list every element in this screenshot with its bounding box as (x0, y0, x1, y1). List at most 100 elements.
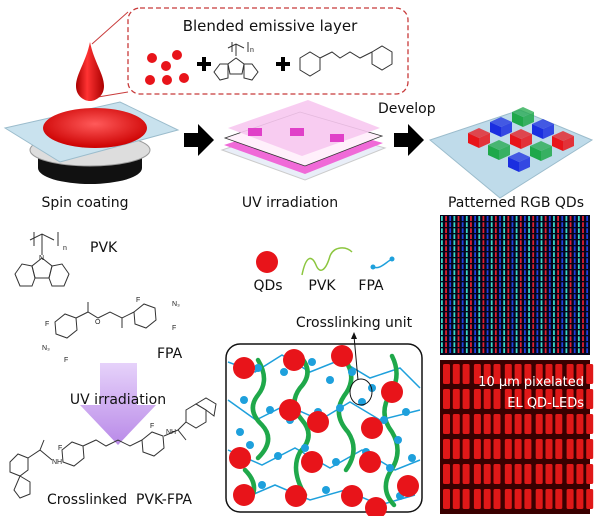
el-pixel (586, 439, 594, 459)
qd-particle (359, 451, 381, 473)
el-pixel (462, 389, 470, 409)
el-pixel (443, 439, 450, 459)
legend-qds: QDs (253, 278, 282, 294)
fpa-node (240, 396, 248, 404)
el-pixel (473, 389, 481, 409)
crosslinking-unit-label: Crosslinking unit (296, 315, 413, 331)
atom-label: n (250, 47, 254, 54)
fpa-legend-marker (372, 258, 393, 269)
el-pixel (535, 464, 543, 484)
atom-label: F (172, 325, 176, 332)
rgb-patterned-substrate (428, 107, 594, 199)
subpixel-stripe (532, 216, 535, 354)
el-pixel (524, 464, 532, 484)
subpixel-stripe (565, 216, 568, 354)
el-pixel (493, 489, 501, 509)
legend-fpa: FPA (358, 278, 384, 294)
subpixel-stripe (478, 216, 481, 354)
subpixel-stripe (457, 216, 460, 354)
qd-pixel (468, 128, 490, 148)
qd-particle (331, 345, 353, 367)
fpa-node (254, 364, 262, 372)
el-pixel (443, 489, 450, 509)
atom-label: O (95, 319, 101, 326)
el-pixel (452, 389, 460, 409)
subpixel-stripe (453, 216, 456, 354)
el-pixel (462, 439, 470, 459)
subpixel-stripe (511, 216, 514, 354)
el-micrograph (440, 360, 594, 514)
uv-arrow-icon (80, 363, 156, 445)
el-pixel (566, 489, 574, 509)
atom-label: N₃ (42, 345, 50, 352)
blended-layer-callout: Blended emissive layer n (91, 7, 409, 99)
el-pixel (452, 364, 460, 384)
qd-particle (361, 417, 383, 439)
el-pixel (473, 364, 481, 384)
subpixel-stripe (482, 216, 485, 354)
subpixel-stripe (465, 216, 468, 354)
el-pixel (504, 489, 512, 509)
fpa-label: FPA (157, 346, 183, 362)
pvk-structure (14, 232, 70, 287)
el-pixel (545, 489, 553, 509)
el-pixel (545, 439, 553, 459)
fpa-node (394, 436, 402, 444)
el-pixel (443, 414, 450, 434)
micrograph-caption-1: 10 µm pixelated (478, 375, 584, 390)
qd-particle (307, 411, 329, 433)
fpa-node (280, 368, 288, 376)
el-pixel (462, 414, 470, 434)
el-pixel (483, 414, 491, 434)
blend-title: Blended emissive layer (183, 17, 358, 35)
qd-particle (229, 447, 251, 469)
qd-pixel (508, 152, 530, 172)
el-pixel (545, 464, 553, 484)
el-pixel (535, 489, 543, 509)
subpixel-stripe (499, 216, 501, 354)
arrow-right-icon (394, 124, 424, 156)
uv-irradiation-arrow-label: UV irradiation (70, 392, 166, 408)
spin-coater (3, 101, 180, 184)
el-pixel (566, 364, 574, 384)
el-pixel (576, 364, 584, 384)
qd-particle (279, 399, 301, 421)
el-pixel (566, 464, 574, 484)
patterned-rgb-label: Patterned RGB QDs (448, 195, 584, 211)
el-pixel (473, 439, 481, 459)
qd-particle (233, 484, 255, 506)
el-pixel (586, 489, 594, 509)
el-pixel (493, 364, 501, 384)
atom-label: NH (52, 459, 62, 466)
subpixel-stripe (569, 216, 572, 354)
el-pixel (524, 364, 532, 384)
fpa-structure-small (299, 45, 393, 77)
qd-pixel (530, 141, 552, 161)
subpixel-stripe (548, 216, 551, 354)
subpixel-stripe (536, 216, 539, 354)
crosslink-pointer (353, 335, 359, 381)
el-pixel (555, 439, 563, 459)
fpa-node (258, 481, 266, 489)
el-pixel (504, 439, 512, 459)
el-pixel (586, 389, 594, 409)
fpa-node (332, 458, 340, 466)
el-pixel (555, 489, 563, 509)
droplet-icon (76, 42, 104, 101)
el-pixel (462, 464, 470, 484)
el-pixel (504, 414, 512, 434)
qd-pixel (512, 107, 534, 127)
el-pixel (504, 389, 512, 409)
qd-pixel (488, 140, 510, 160)
el-pixel (586, 364, 594, 384)
qd-dots (145, 50, 189, 85)
el-pixel (504, 464, 512, 484)
el-pixel (576, 489, 584, 509)
el-pixel (555, 414, 563, 434)
subpixel-stripe (490, 216, 493, 354)
el-pixel (535, 389, 543, 409)
el-pixel (566, 439, 574, 459)
el-pixel (462, 364, 470, 384)
el-pixel (493, 439, 501, 459)
el-pixel (514, 414, 522, 434)
